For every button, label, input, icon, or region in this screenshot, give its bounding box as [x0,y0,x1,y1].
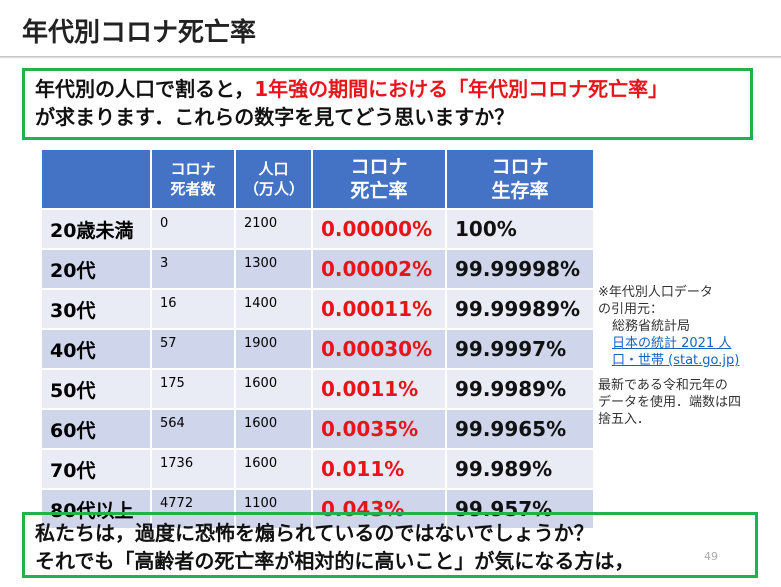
header-text: （万人） [244,180,305,198]
title-rule [0,56,781,59]
header-text: コロナ [170,160,216,178]
note-text: 最新である令和元年の [598,378,728,393]
header-cell: コロナ 生存率 [445,148,595,210]
table-cell: 50代 [40,368,152,410]
table-cell: 70代 [40,448,152,490]
header-cell: コロナ 死亡率 [311,148,447,210]
table-cell: 0.00011% [311,288,447,330]
header-text: 人口 [258,160,289,178]
note-text: ※年代別人口データ [598,285,713,300]
table-cell: 99.957% [445,488,595,530]
intro-text: 年代別の人口で割ると， [35,77,255,101]
table-row: 60代 564 1600 0.0035% 99.9965% [40,408,595,450]
note-text: 捨五入． [598,412,651,427]
table-cell: 564 [150,408,236,450]
table-cell: 40代 [40,328,152,370]
table-row: 50代 175 1600 0.0011% 99.9989% [40,368,595,410]
table-cell: 1600 [234,368,313,410]
header-text: コロナ [491,156,549,178]
table-cell: 60代 [40,408,152,450]
table-cell: 175 [150,368,236,410]
table-cell: 0.0011% [311,368,447,410]
table-cell: 1600 [234,448,313,490]
table-cell: 0.00002% [311,248,447,290]
header-text: コロナ [350,156,408,178]
table-cell: 0.00000% [311,208,447,250]
table-cell: 1736 [150,448,236,490]
table-cell: 0 [150,208,236,250]
table-cell: 57 [150,328,236,370]
table-cell: 80代以上 [40,488,152,530]
note-text: データを使用．端数は四 [598,395,742,410]
table-cell: 1400 [234,288,313,330]
table-row: 30代 16 1400 0.00011% 99.99989% [40,288,595,330]
header-cell [40,148,152,210]
header-cell: コロナ 死者数 [150,148,236,210]
header-text: 死亡率 [350,180,408,202]
table-cell: 20代 [40,248,152,290]
table-cell: 99.99998% [445,248,595,290]
link-text: 日本の統計 2021 人 [612,336,732,351]
table-cell: 0.0035% [311,408,447,450]
link-text: 口・世帯 (stat.go.jp) [612,353,740,368]
page-number: 49 [704,550,718,563]
intro-box: 年代別の人口で割ると，1年強の期間における「年代別コロナ死亡率」 が求まります．… [22,68,753,140]
table-row: 80代以上 4772 1100 0.043% 99.957% [40,488,595,530]
table-cell: 0.011% [311,448,447,490]
source-link[interactable]: 日本の統計 2021 人口・世帯 (stat.go.jp) [612,336,739,368]
table-cell: 20歳未満 [40,208,152,250]
table-cell: 99.9965% [445,408,595,450]
table-cell: 0.00030% [311,328,447,370]
table-cell: 2100 [234,208,313,250]
table-row: 20歳未満 0 2100 0.00000% 100% [40,208,595,250]
intro-text: が求まります．これらの数字を見てどう思いますか？ [35,105,515,129]
table-cell: 1600 [234,408,313,450]
header-cell: 人口 （万人） [234,148,313,210]
table-cell: 16 [150,288,236,330]
table-cell: 99.989% [445,448,595,490]
table-cell: 99.9989% [445,368,595,410]
table-cell: 1300 [234,248,313,290]
table-cell: 99.99989% [445,288,595,330]
table-cell: 3 [150,248,236,290]
closing-text: 私たちは，過度に恐怖を煽られているのではないでしょうか？ [35,521,594,545]
header-text: 死者数 [170,180,216,198]
closing-text: それでも「高齢者の死亡率が相対的に高いこと」が気になる方は， [35,549,635,573]
note-text: の引用元： [598,302,664,317]
source-note: ※年代別人口データ の引用元： 総務省統計局日本の統計 2021 人口・世帯 (st… [598,284,768,428]
table-cell: 1900 [234,328,313,370]
note-link-wrap: 日本の統計 2021 人口・世帯 (stat.go.jp) [598,335,768,369]
intro-highlight: 1年強の期間における「年代別コロナ死亡率」 [254,77,669,101]
header-text: 生存率 [491,180,549,202]
table-row: 20代 3 1300 0.00002% 99.99998% [40,248,595,290]
note-source: 総務省統計局 [612,319,691,334]
closing-box: 私たちは，過度に恐怖を煽られているのではないでしょうか？ それでも「高齢者の死亡率… [22,512,758,578]
table-cell: 30代 [40,288,152,330]
table-cell: 4772 [150,488,236,530]
table-cell: 0.043% [311,488,447,530]
table-row: 70代 1736 1600 0.011% 99.989% [40,448,595,490]
table-cell: 99.9997% [445,328,595,370]
table-cell: 100% [445,208,595,250]
data-table: コロナ 死者数 人口 （万人） コロナ 死亡率 コロナ 生存率 20歳未満 0 2100 0.0000… [40,148,595,530]
note-remark: 最新である令和元年の データを使用．端数は四 捨五入． [598,377,768,428]
table-cell: 1100 [234,488,313,530]
table-row: 40代 57 1900 0.00030% 99.9997% [40,328,595,370]
slide-title: 年代別コロナ死亡率 [22,18,257,48]
